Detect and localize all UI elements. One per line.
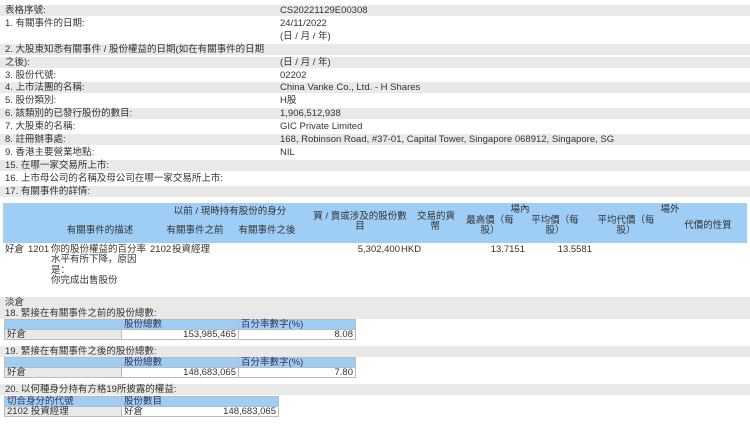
sec19-row-label: 好倉 bbox=[4, 367, 122, 378]
event-highest: 13.7151 bbox=[490, 244, 525, 255]
field-value: 24/11/2022 bbox=[280, 17, 327, 29]
field-row: 8. 註冊辦事處: 168, Robinson Road, #37-01, Cap… bbox=[0, 134, 750, 145]
field-label: 7. 大股東的名稱: bbox=[5, 121, 76, 133]
field-value: China Vanke Co., Ltd. - H Shares bbox=[280, 82, 421, 94]
description-line: 你完成出售股份 bbox=[51, 274, 118, 286]
header-highest-l2: 股） bbox=[480, 225, 500, 236]
field-value: H股 bbox=[280, 95, 297, 107]
sec20-col2: 股份數目 bbox=[121, 396, 279, 407]
field-label: 6. 該類別的已發行股份的數目: bbox=[5, 108, 133, 120]
header-avg-consideration-l1: 平均代價（每 bbox=[597, 215, 655, 226]
sec19-title-row: 19. 緊接在有關事件之後的股份總數: bbox=[0, 346, 750, 357]
field-value: 1,906,512,938 bbox=[280, 108, 341, 120]
sec19-table: 股份總數 百分率數字(%) 好倉 148,683,065 7.80 bbox=[4, 357, 356, 378]
header-consideration-nature: 代價的性質 bbox=[684, 220, 732, 231]
header-average-l2: 股） bbox=[545, 225, 565, 236]
sec18-table: 股份總數 百分率數字(%) 好倉 153,985,465 8.08 bbox=[4, 319, 356, 340]
field-value: NIL bbox=[280, 146, 295, 158]
field-row: 17. 有關事件的詳情: bbox=[0, 185, 750, 197]
field-value: CS20221129E00308 bbox=[280, 5, 368, 16]
field-label: 5. 股份類別: bbox=[5, 95, 57, 107]
sec20-table: 切合身分的代號 股份數目 2102 投資經理 好倉 148,683,065 bbox=[4, 396, 279, 417]
field-label: 4. 上市法團的名稱: bbox=[5, 82, 85, 94]
field-label: 之後): bbox=[5, 56, 30, 68]
event-code: 1201 bbox=[28, 244, 50, 255]
header-after: 有關事件之後 bbox=[238, 225, 296, 236]
field-value: GIC Private Limited bbox=[280, 121, 363, 133]
event-currency: HKD bbox=[401, 244, 422, 255]
sec20-title: 20. 以何種身分持有方格19所披露的權益: bbox=[5, 384, 177, 395]
header-before: 有關事件之前 bbox=[166, 225, 224, 236]
sec19-col1: 股份總數 bbox=[121, 357, 239, 368]
field-row: 之後): (日 / 月 / 年) bbox=[0, 56, 750, 68]
field-row: 4. 上市法團的名稱: China Vanke Co., Ltd. - H Sha… bbox=[0, 82, 750, 94]
event-before-code: 2102 bbox=[150, 244, 172, 255]
header-capacity: 以前 / 現時持有股份的身分 bbox=[173, 206, 287, 217]
field-value: (日 / 月 / 年) bbox=[280, 30, 331, 42]
event-position: 好倉 bbox=[5, 244, 25, 255]
sec20-holding: 好倉 148,683,065 bbox=[121, 406, 279, 417]
event-table-header bbox=[3, 203, 747, 243]
sec18-title-row: 18. 緊接在有關事件之前的股份總數: bbox=[0, 308, 750, 319]
header-description: 有關事件的描述 bbox=[66, 225, 134, 236]
event-description: 你的股份權益的百分率 水平有所下降，原因 是： 你完成出售股份 bbox=[51, 244, 148, 286]
header-avg-consideration-l2: 股） bbox=[616, 225, 636, 236]
header-currency-l2: 幣 bbox=[430, 221, 440, 232]
header-highest-l1: 最高價（每 bbox=[466, 215, 514, 226]
field-label: 9. 香港主要營業地點: bbox=[5, 146, 95, 158]
field-row: 7. 大股東的名稱: GIC Private Limited bbox=[0, 121, 750, 132]
field-label: 15. 在哪一家交易所上市: bbox=[5, 159, 109, 171]
sec20-title-row: 20. 以何種身分持有方格19所披露的權益: bbox=[0, 384, 750, 395]
field-row: 表格序號: CS20221129E00308 bbox=[0, 5, 750, 16]
field-row: (日 / 月 / 年) bbox=[0, 31, 750, 42]
header-off-exchange: 場外 bbox=[660, 204, 680, 215]
field-row: 2. 大股東知悉有關事件 / 股份權益的日期(如在有關事件的日期 bbox=[0, 43, 750, 55]
sec19-col2: 百分率數字(%) bbox=[238, 357, 356, 368]
event-shares: 5,302,400 bbox=[357, 244, 400, 255]
field-value: 02202 bbox=[280, 69, 307, 81]
field-row: 5. 股份類別: H股 bbox=[0, 95, 750, 106]
event-average: 13.5581 bbox=[557, 244, 592, 255]
field-row: 15. 在哪一家交易所上市: bbox=[0, 159, 750, 171]
field-label: 3. 股份代號: bbox=[5, 69, 57, 81]
field-value: (日 / 月 / 年) bbox=[280, 56, 331, 68]
header-shares-l2: 目 bbox=[355, 221, 365, 232]
description-line: 是： bbox=[51, 264, 71, 276]
field-label: 16. 上市母公司的名稱及母公司在哪一家交易所上市: bbox=[5, 172, 223, 184]
field-row: 3. 股份代號: 02202 bbox=[0, 70, 750, 81]
short-position-row: 淡倉 bbox=[0, 297, 750, 308]
field-label: 2. 大股東知悉有關事件 / 股份權益的日期(如在有關事件的日期 bbox=[5, 43, 265, 55]
sec18-col1: 股份總數 bbox=[121, 319, 239, 330]
description-line: 水平有所下降，原因 bbox=[51, 254, 137, 266]
field-row: 6. 該類別的已發行股份的數目: 1,906,512,938 bbox=[0, 108, 750, 120]
sec19-pct: 7.80 bbox=[238, 367, 356, 378]
sec20-code: 2102 投資經理 bbox=[4, 406, 122, 417]
sec20-position: 好倉 bbox=[124, 406, 144, 417]
field-label: 8. 註冊辦事處: bbox=[5, 134, 66, 145]
field-row: 9. 香港主要營業地點: NIL bbox=[0, 147, 750, 158]
sec18-title: 18. 緊接在有關事件之前的股份總數: bbox=[5, 308, 157, 319]
short-label: 淡倉 bbox=[5, 297, 25, 308]
sec18-pct: 8.08 bbox=[238, 329, 356, 340]
field-value: 168, Robinson Road, #37-01, Capital Towe… bbox=[280, 134, 615, 145]
sec20-col1: 切合身分的代號 bbox=[4, 396, 122, 407]
field-label: 1. 有關事件的日期: bbox=[5, 17, 85, 29]
header-on-exchange: 場內 bbox=[510, 204, 530, 215]
sec18-shares: 153,985,465 bbox=[121, 329, 239, 340]
description-line: 你的股份權益的百分率 bbox=[51, 244, 147, 255]
header-shares-l1: 買 / 賣或涉及的股份數 bbox=[313, 211, 407, 222]
sec19-shares: 148,683,065 bbox=[121, 367, 239, 378]
field-label: 17. 有關事件的詳情: bbox=[5, 185, 90, 197]
field-row: 1. 有關事件的日期: 24/11/2022 bbox=[0, 18, 750, 29]
sec18-col2: 百分率數字(%) bbox=[238, 319, 356, 330]
sec20-shares: 148,683,065 bbox=[223, 406, 276, 417]
header-average-l1: 平均價（每 bbox=[531, 215, 579, 226]
field-label: 表格序號: bbox=[5, 5, 46, 16]
field-row: 16. 上市母公司的名稱及母公司在哪一家交易所上市: bbox=[0, 173, 750, 184]
sec19-title: 19. 緊接在有關事件之後的股份總數: bbox=[5, 346, 157, 357]
header-currency-l1: 交易的貨 bbox=[416, 211, 455, 222]
event-before-label: 投資經理 bbox=[172, 244, 211, 255]
sec18-row-label: 好倉 bbox=[4, 329, 122, 340]
